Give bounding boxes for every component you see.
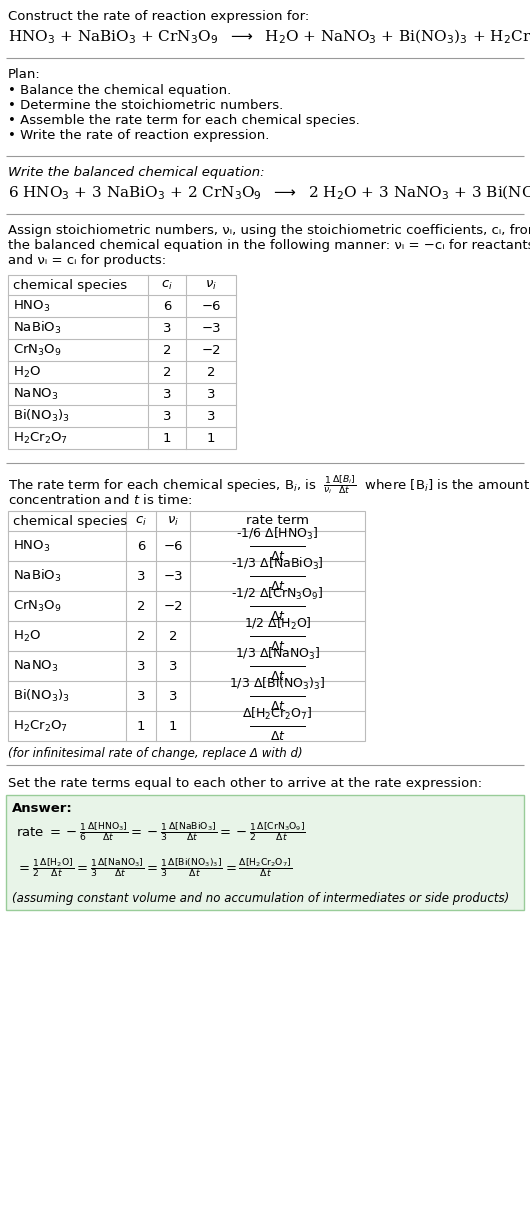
Text: HNO$_3$ + NaBiO$_3$ + CrN$_3$O$_9$  $\longrightarrow$  H$_2$O + NaNO$_3$ + Bi(NO: HNO$_3$ + NaBiO$_3$ + CrN$_3$O$_9$ $\lon… [8, 28, 530, 46]
Text: $\Delta t$: $\Delta t$ [270, 640, 286, 654]
Text: Set the rate terms equal to each other to arrive at the rate expression:: Set the rate terms equal to each other t… [8, 777, 482, 790]
Text: Plan:: Plan: [8, 68, 41, 81]
Bar [6, 795, 524, 910]
Text: 2: 2 [137, 629, 145, 643]
Text: • Balance the chemical equation.: • Balance the chemical equation. [8, 85, 231, 97]
Text: • Assemble the rate term for each chemical species.: • Assemble the rate term for each chemic… [8, 114, 360, 127]
Text: HNO$_3$: HNO$_3$ [13, 298, 50, 314]
Text: 1/3 $\Delta$[Bi(NO$_3$)$_3$]: 1/3 $\Delta$[Bi(NO$_3$)$_3$] [229, 675, 326, 691]
Text: Write the balanced chemical equation:: Write the balanced chemical equation: [8, 165, 264, 179]
Text: NaBiO$_3$: NaBiO$_3$ [13, 320, 61, 336]
Text: NaNO$_3$: NaNO$_3$ [13, 658, 59, 674]
Text: $c_i$: $c_i$ [161, 279, 173, 291]
Text: −3: −3 [163, 569, 183, 582]
Text: 6: 6 [163, 300, 171, 313]
Text: and νᵢ = cᵢ for products:: and νᵢ = cᵢ for products: [8, 254, 166, 267]
Text: 2: 2 [163, 343, 171, 356]
Text: (for infinitesimal rate of change, replace Δ with d): (for infinitesimal rate of change, repla… [8, 747, 303, 760]
Text: H$_2$O: H$_2$O [13, 365, 41, 379]
Text: 2: 2 [137, 599, 145, 612]
Bar [8, 275, 236, 449]
Text: $\Delta t$: $\Delta t$ [270, 731, 286, 743]
Text: $\Delta t$: $\Delta t$ [270, 551, 286, 563]
Text: • Determine the stoichiometric numbers.: • Determine the stoichiometric numbers. [8, 99, 283, 112]
Text: 3: 3 [207, 410, 215, 423]
Bar [8, 511, 365, 741]
Text: concentration and $t$ is time:: concentration and $t$ is time: [8, 493, 192, 507]
Text: −6: −6 [201, 300, 221, 313]
Text: -1/2 $\Delta$[CrN$_3$O$_9$]: -1/2 $\Delta$[CrN$_3$O$_9$] [231, 586, 324, 602]
Text: $\Delta t$: $\Delta t$ [270, 581, 286, 593]
Text: 1: 1 [169, 720, 177, 732]
Text: 2: 2 [207, 366, 215, 378]
Text: chemical species: chemical species [13, 515, 127, 528]
Text: $\nu_i$: $\nu_i$ [167, 515, 179, 528]
Text: H$_2$Cr$_2$O$_7$: H$_2$Cr$_2$O$_7$ [13, 719, 68, 733]
Text: 1: 1 [163, 431, 171, 445]
Text: rate $= -\frac{1}{6}\frac{\Delta[\mathrm{HNO}_3]}{\Delta t} = -\frac{1}{3}\frac{: rate $= -\frac{1}{6}\frac{\Delta[\mathrm… [16, 820, 306, 843]
Text: $\Delta t$: $\Delta t$ [270, 670, 286, 684]
Text: −2: −2 [201, 343, 221, 356]
Text: $c_i$: $c_i$ [135, 515, 147, 528]
Text: −3: −3 [201, 321, 221, 335]
Text: -1/3 $\Delta$[NaBiO$_3$]: -1/3 $\Delta$[NaBiO$_3$] [231, 556, 324, 571]
Text: 1/2 $\Delta$[H$_2$O]: 1/2 $\Delta$[H$_2$O] [244, 615, 311, 632]
Text: H$_2$O: H$_2$O [13, 628, 41, 644]
Text: 1: 1 [137, 720, 145, 732]
Text: (assuming constant volume and no accumulation of intermediates or side products): (assuming constant volume and no accumul… [12, 892, 509, 905]
Text: 6 HNO$_3$ + 3 NaBiO$_3$ + 2 CrN$_3$O$_9$  $\longrightarrow$  2 H$_2$O + 3 NaNO$_: 6 HNO$_3$ + 3 NaBiO$_3$ + 2 CrN$_3$O$_9$… [8, 184, 530, 203]
Text: NaBiO$_3$: NaBiO$_3$ [13, 568, 61, 583]
Text: NaNO$_3$: NaNO$_3$ [13, 387, 59, 401]
Text: $\Delta t$: $\Delta t$ [270, 610, 286, 623]
Text: The rate term for each chemical species, B$_i$, is  $\frac{1}{\nu_i}\frac{\Delta: The rate term for each chemical species,… [8, 474, 530, 496]
Text: 1/3 $\Delta$[NaNO$_3$]: 1/3 $\Delta$[NaNO$_3$] [235, 645, 320, 662]
Text: $\Delta$[H$_2$Cr$_2$O$_7$]: $\Delta$[H$_2$Cr$_2$O$_7$] [242, 705, 313, 721]
Text: 3: 3 [169, 660, 177, 673]
Text: CrN$_3$O$_9$: CrN$_3$O$_9$ [13, 598, 62, 614]
Text: the balanced chemical equation in the following manner: νᵢ = −cᵢ for reactants: the balanced chemical equation in the fo… [8, 239, 530, 252]
Text: 3: 3 [137, 660, 145, 673]
Text: $\nu_i$: $\nu_i$ [205, 279, 217, 291]
Text: −2: −2 [163, 599, 183, 612]
Text: 3: 3 [207, 388, 215, 401]
Text: CrN$_3$O$_9$: CrN$_3$O$_9$ [13, 342, 62, 358]
Text: 3: 3 [163, 410, 171, 423]
Text: −6: −6 [163, 540, 183, 552]
Text: Bi(NO$_3$)$_3$: Bi(NO$_3$)$_3$ [13, 687, 70, 704]
Text: 2: 2 [169, 629, 177, 643]
Text: $\Delta t$: $\Delta t$ [270, 701, 286, 714]
Text: -1/6 $\Delta$[HNO$_3$]: -1/6 $\Delta$[HNO$_3$] [236, 525, 319, 541]
Text: 3: 3 [163, 321, 171, 335]
Text: 2: 2 [163, 366, 171, 378]
Text: $= \frac{1}{2}\frac{\Delta[\mathrm{H}_2\mathrm{O}]}{\Delta t} = \frac{1}{3}\frac: $= \frac{1}{2}\frac{\Delta[\mathrm{H}_2\… [16, 856, 293, 879]
Text: 3: 3 [163, 388, 171, 401]
Text: Assign stoichiometric numbers, νᵢ, using the stoichiometric coefficients, cᵢ, fr: Assign stoichiometric numbers, νᵢ, using… [8, 223, 530, 237]
Text: chemical species: chemical species [13, 279, 127, 291]
Text: Answer:: Answer: [12, 802, 73, 815]
Text: 3: 3 [169, 690, 177, 703]
Text: rate term: rate term [246, 515, 309, 528]
Text: 1: 1 [207, 431, 215, 445]
Text: 6: 6 [137, 540, 145, 552]
Text: HNO$_3$: HNO$_3$ [13, 539, 50, 553]
Text: H$_2$Cr$_2$O$_7$: H$_2$Cr$_2$O$_7$ [13, 430, 68, 446]
Text: • Write the rate of reaction expression.: • Write the rate of reaction expression. [8, 129, 269, 143]
Text: Construct the rate of reaction expression for:: Construct the rate of reaction expressio… [8, 10, 309, 23]
Text: Bi(NO$_3$)$_3$: Bi(NO$_3$)$_3$ [13, 408, 70, 424]
Text: 3: 3 [137, 569, 145, 582]
Text: 3: 3 [137, 690, 145, 703]
